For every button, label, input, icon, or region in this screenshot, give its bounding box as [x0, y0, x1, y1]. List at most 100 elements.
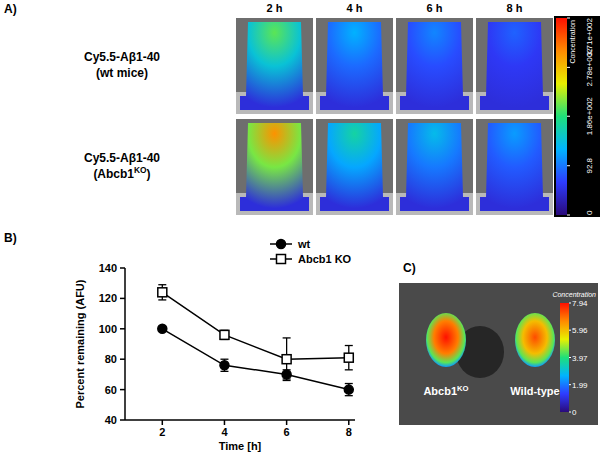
x-tick-label: 4 — [221, 426, 228, 438]
error-bar — [220, 330, 228, 339]
fluorescence-signal — [400, 123, 469, 211]
mouse-image — [396, 18, 473, 114]
label: Wild-type — [510, 385, 559, 397]
label-part: (wt mice) — [96, 66, 148, 80]
mouse-image — [236, 18, 313, 114]
colorbar — [556, 18, 567, 215]
figure: A)2 h4 h6 h8 hCy5.5-Aβ1-40(wt mice)Cy5.5… — [0, 0, 600, 454]
error-bar — [345, 346, 353, 370]
panel-a: A)2 h4 h6 h8 hCy5.5-Aβ1-40(wt mice)Cy5.5… — [4, 2, 600, 217]
fluorescence-signal — [240, 22, 309, 110]
label-part: Abcb1 — [423, 385, 457, 397]
colorbar-tick-label: 0 — [572, 408, 577, 417]
y-tick — [120, 389, 125, 391]
fluorescence-signal — [400, 22, 469, 110]
marker — [220, 330, 229, 339]
marker — [344, 353, 353, 362]
panel-label: A) — [4, 2, 17, 16]
mouse-image — [396, 119, 473, 215]
panel-label: B) — [4, 231, 17, 245]
mouse-image — [476, 119, 553, 215]
error-bar-cap — [283, 380, 291, 381]
colorbar-tick — [567, 67, 570, 68]
error-bar — [220, 359, 228, 371]
y-tick — [120, 358, 125, 360]
fluorescence-signal — [480, 123, 549, 211]
label: (Abcb1KO) — [93, 165, 150, 181]
colorbar-tick-label: 7.94 — [572, 299, 588, 308]
label-part: Wild-type — [510, 385, 559, 397]
legend-label: wt — [297, 238, 311, 250]
photo-background — [396, 119, 473, 215]
panel-b: B)4060801001201402468Time [h]Percent rem… — [4, 231, 355, 452]
error-bar-cap — [158, 284, 166, 285]
label-sup: KO — [134, 165, 147, 175]
label: Abcb1KO — [423, 384, 468, 398]
error-bar-cap — [345, 383, 353, 384]
legend: wt Abcb1 KO — [270, 238, 352, 265]
legend-label: Abcb1 KO — [298, 253, 352, 265]
x-tick — [224, 420, 226, 425]
x-tick — [286, 420, 288, 425]
error-bar-cap — [283, 337, 291, 338]
photo-background — [399, 283, 598, 425]
error-bar-cap — [345, 345, 353, 346]
x-tick-label: 8 — [346, 426, 352, 438]
colorbar-title: Concentration — [552, 291, 596, 298]
mouse-image — [316, 18, 393, 114]
series-line — [162, 329, 348, 390]
legend-square — [277, 255, 286, 264]
photo-background — [476, 119, 553, 215]
colorbar-tick — [567, 18, 570, 19]
fluorescence-signal — [320, 123, 389, 211]
mouse-image — [236, 119, 313, 215]
error-bar-cap — [345, 395, 353, 396]
mouse-image — [316, 119, 393, 215]
photo-background — [396, 18, 473, 114]
colorbar-tick-label: 0 — [585, 210, 594, 215]
photo-background — [316, 119, 393, 215]
panel-label: C) — [403, 261, 416, 275]
brain-signal — [426, 313, 466, 367]
error-bar — [345, 384, 353, 396]
marker — [158, 324, 167, 333]
plot-area — [158, 285, 353, 396]
x-axis-label: Time [h] — [219, 440, 262, 452]
colorbar — [560, 303, 569, 412]
colorbar-tick — [569, 330, 571, 331]
colorbar-frame — [554, 16, 600, 217]
panel-c: C)Abcb1KOWild-typeConcentration7.945.963… — [399, 261, 598, 425]
error-bar-cap — [345, 369, 353, 370]
mouse-image — [476, 18, 553, 114]
y-tick — [120, 419, 125, 421]
row-label: Cy5.5-Aβ1-40 — [84, 151, 160, 165]
error-bar-cap — [158, 299, 166, 300]
label-sup: KO — [457, 384, 469, 393]
colorbar-tick — [569, 412, 571, 413]
y-tick-label: 80 — [105, 353, 117, 365]
label-part: (Abcb1 — [93, 167, 134, 181]
photo-background — [476, 18, 553, 114]
brain-signal — [515, 313, 555, 367]
marker — [282, 355, 291, 364]
x-tick — [162, 420, 164, 425]
photo-background — [316, 18, 393, 114]
series-line — [162, 292, 348, 359]
error-bar-cap — [220, 359, 228, 360]
colorbar-tick-label: 92.8 — [585, 157, 594, 173]
colorbar-tick — [569, 303, 571, 304]
y-tick — [120, 298, 125, 300]
y-tick — [120, 328, 125, 330]
x-axis — [125, 419, 355, 421]
x-tick — [348, 420, 350, 425]
y-tick-label: 40 — [105, 414, 117, 426]
y-tick-label: 140 — [99, 262, 117, 274]
colorbar-tick — [567, 215, 570, 216]
label-part: ) — [147, 167, 151, 181]
colorbar-tick — [567, 165, 570, 166]
fluorescence-signal — [480, 22, 549, 110]
colorbar-tick-label: 3.97 — [572, 354, 588, 363]
y-tick-label: 100 — [99, 323, 117, 335]
photo-background — [236, 119, 313, 215]
fluorescence-signal — [240, 123, 309, 211]
